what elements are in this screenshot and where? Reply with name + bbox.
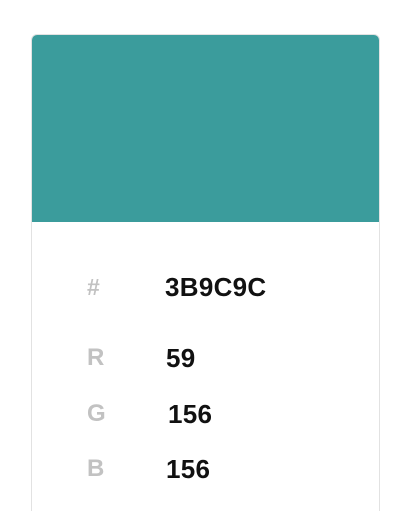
hex-value: 3B9C9C: [165, 272, 267, 302]
red-row: R 59: [32, 341, 379, 375]
green-label: G: [87, 400, 106, 427]
blue-label: B: [87, 455, 105, 482]
red-value: 59: [166, 343, 196, 373]
color-swatch: [32, 35, 379, 222]
blue-value: 156: [166, 454, 211, 484]
hex-row: # 3B9C9C: [32, 270, 379, 304]
blue-row: B 156: [32, 452, 379, 486]
red-label: R: [87, 344, 105, 371]
hex-label: #: [87, 274, 100, 300]
color-card: # 3B9C9C R 59 G 156 B 156: [31, 34, 380, 511]
green-value: 156: [168, 399, 213, 429]
green-row: G 156: [32, 397, 379, 431]
